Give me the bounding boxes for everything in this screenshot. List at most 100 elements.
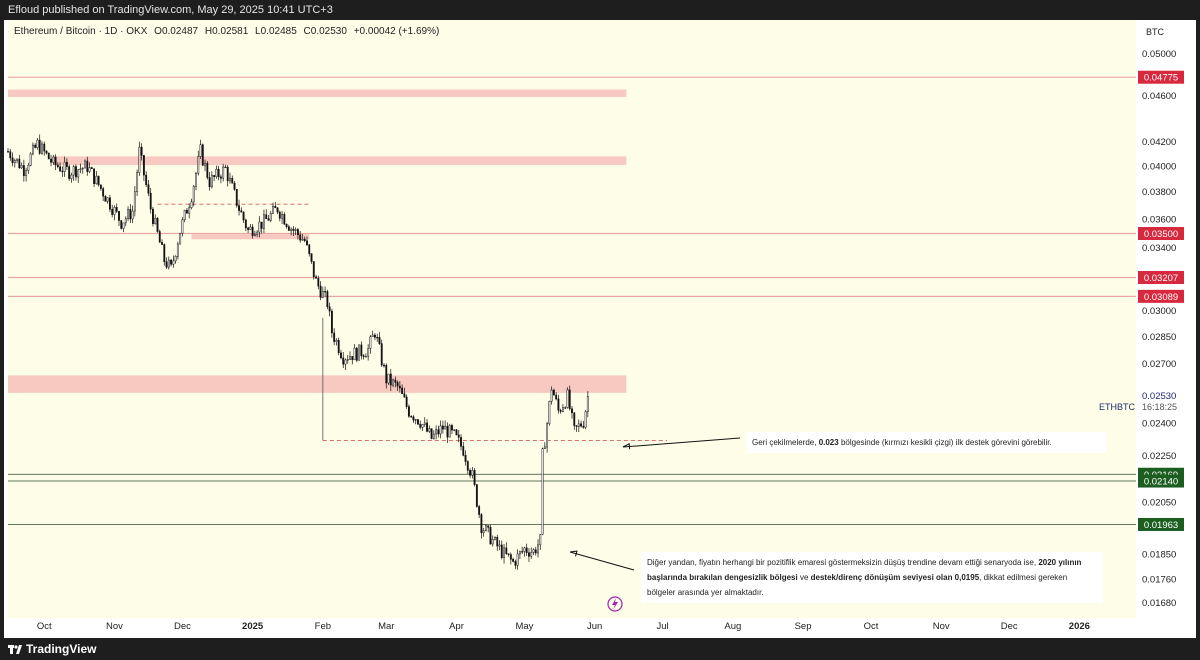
candle-body-216 — [496, 536, 499, 547]
candle-body-109 — [253, 234, 256, 237]
candle-body-17 — [45, 150, 48, 154]
candle-body-252 — [577, 423, 580, 427]
candle-body-136 — [315, 276, 317, 279]
candle-body-10 — [29, 153, 32, 166]
y-tick-label-11: 0.02250 — [1142, 451, 1176, 462]
candle-body-77 — [181, 219, 184, 234]
candle-body-14 — [38, 139, 41, 154]
y-tick-label-6: 0.03400 — [1142, 243, 1176, 254]
candle-body-245 — [562, 407, 564, 412]
last-price-label: 0.02530 — [1142, 391, 1176, 402]
candle-body-148 — [342, 357, 345, 365]
candle-body-71 — [167, 259, 170, 268]
candle-body-180 — [414, 419, 417, 421]
candle-body-105 — [244, 219, 247, 229]
candle-body-176 — [405, 396, 408, 407]
candle-body-43 — [104, 195, 107, 202]
arrow-bearish-head — [569, 550, 578, 557]
candle-body-41 — [99, 184, 102, 189]
symbol-label: ETHBTC — [1099, 402, 1135, 412]
candle-body-99 — [231, 177, 234, 184]
candle-body-42 — [102, 188, 105, 197]
y-tick-label-9: 0.02700 — [1142, 359, 1176, 370]
candle-body-107 — [249, 226, 252, 230]
x-tick-label-1: Nov — [106, 621, 123, 632]
candle-body-141 — [326, 291, 329, 308]
candle-body-230 — [528, 552, 530, 557]
arrow-bearish-line — [569, 551, 635, 571]
legend-open: O0.02487 — [154, 26, 199, 37]
candle-body-80 — [188, 207, 191, 214]
candle-body-204 — [469, 470, 472, 476]
candle-body-7 — [22, 165, 25, 176]
y-tick-label-1: 0.04600 — [1142, 91, 1176, 102]
candle-body-149 — [344, 359, 347, 365]
candle-body-203 — [466, 461, 469, 471]
candle-body-184 — [423, 422, 426, 425]
level-label-6: 0.01963 — [1144, 520, 1178, 531]
candle-body-25 — [63, 161, 66, 172]
candle-body-54 — [129, 209, 132, 220]
x-tick-label-3: 2025 — [242, 621, 264, 632]
candle-body-138 — [319, 285, 322, 298]
candle-body-202 — [464, 455, 467, 462]
legend-close: C0.02530 — [303, 26, 347, 37]
candle-body-196 — [451, 425, 453, 431]
candle-body-208 — [478, 506, 481, 515]
candle-body-92 — [215, 168, 218, 177]
candle-body-188 — [432, 433, 435, 439]
candle-body-134 — [310, 253, 313, 262]
candle-body-130 — [301, 238, 304, 241]
currency-label[interactable]: BTC — [1146, 27, 1164, 37]
candle-body-120 — [278, 211, 281, 219]
candle-body-88 — [206, 162, 209, 178]
candle-body-242 — [555, 394, 558, 400]
x-tick-label-4: Feb — [315, 621, 331, 632]
candle-body-46 — [111, 209, 114, 215]
candle-body-81 — [190, 201, 193, 208]
candle-body-164 — [378, 336, 381, 344]
candle-body-172 — [396, 382, 399, 387]
level-label-5: 0.02140 — [1144, 477, 1178, 488]
candle-body-100 — [233, 182, 236, 190]
lightning-bolt-icon — [612, 598, 618, 610]
candle-body-199 — [457, 434, 460, 438]
candle-body-95 — [222, 166, 225, 179]
candle-body-163 — [376, 336, 379, 339]
candle-body-82 — [192, 186, 195, 203]
arrow-support-head — [622, 442, 631, 450]
candle-body-232 — [532, 549, 535, 553]
candle-body-211 — [484, 525, 487, 531]
candle-body-205 — [471, 470, 474, 476]
candle-body-121 — [281, 214, 284, 219]
candle-body-201 — [462, 446, 465, 456]
candle-body-83 — [195, 172, 197, 187]
candle-body-217 — [498, 544, 501, 547]
candle-body-195 — [448, 425, 451, 438]
candle-body-115 — [267, 218, 270, 221]
candle-body-19 — [50, 158, 52, 163]
candle-body-210 — [482, 530, 485, 534]
candle-body-63 — [149, 192, 152, 210]
candle-body-153 — [353, 347, 356, 361]
candle-body-57 — [136, 172, 139, 193]
level-label-bg-2 — [1138, 270, 1184, 284]
candle-body-155 — [358, 344, 361, 361]
candle-body-59 — [140, 146, 143, 156]
arrow-support-line — [622, 437, 741, 448]
candle-body-246 — [564, 407, 567, 409]
candle-body-33 — [81, 167, 84, 170]
legend-pair: Ethereum / Bitcoin · 1D · OKX — [14, 26, 148, 37]
candle-body-20 — [52, 156, 55, 163]
candle-body-220 — [505, 547, 508, 554]
candle-body-89 — [208, 177, 211, 188]
candle-body-209 — [480, 514, 483, 534]
level-label-2: 0.03207 — [1144, 273, 1178, 284]
x-tick-label-0: Oct — [37, 621, 52, 632]
candle-body-0 — [7, 151, 9, 153]
zone-0 — [8, 89, 627, 98]
candle-body-67 — [158, 231, 161, 243]
plot-area[interactable] — [8, 20, 1136, 618]
candle-body-85 — [199, 144, 202, 157]
